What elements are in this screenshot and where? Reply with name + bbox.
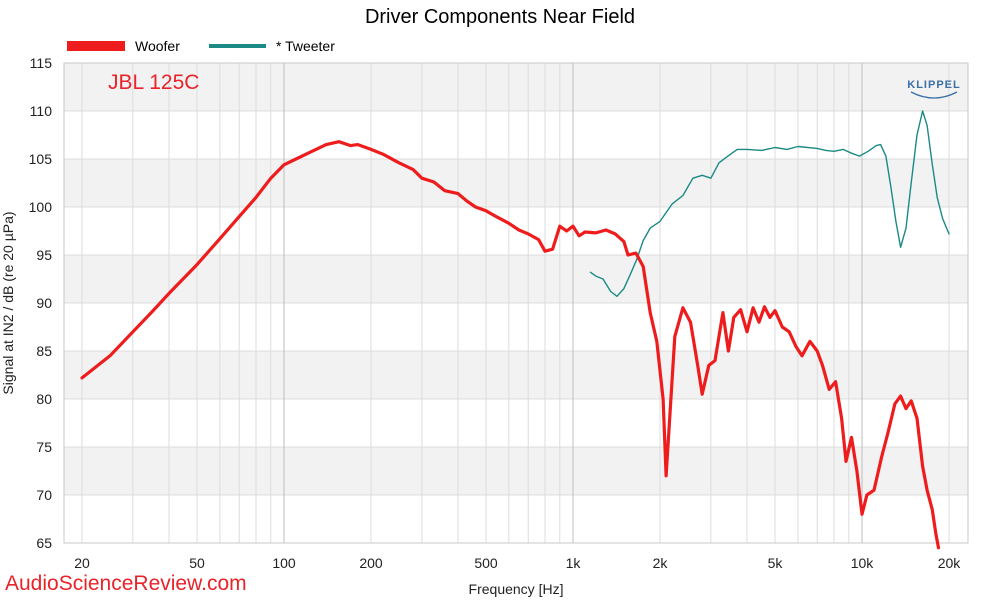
- y-tick-label: 70: [36, 487, 52, 503]
- x-tick-label: 500: [474, 555, 498, 571]
- x-tick-label: 20k: [938, 555, 962, 571]
- y-tick-label: 65: [36, 535, 52, 551]
- legend-label-tweeter: * Tweeter: [276, 38, 335, 54]
- y-tick-label: 85: [36, 343, 52, 359]
- chart-title: Driver Components Near Field: [365, 6, 635, 28]
- y-tick-label: 90: [36, 295, 52, 311]
- legend: Woofer * Tweeter: [67, 38, 335, 54]
- x-tick-label: 10k: [851, 555, 875, 571]
- plot-background: [64, 63, 968, 495]
- y-tick-label: 75: [36, 439, 52, 455]
- klippel-logo-arc: [910, 91, 958, 99]
- plot-band: [64, 351, 968, 399]
- series-line-tweeter: [589, 110, 950, 297]
- y-tick-label: 95: [36, 247, 52, 263]
- y-tick-label: 100: [29, 199, 53, 215]
- x-tick-label: 200: [359, 555, 383, 571]
- y-tick-label: 115: [30, 55, 53, 71]
- x-tick-label: 100: [272, 555, 296, 571]
- y-axis-label: Signal at IN2 / dB (re 20 µPa): [0, 211, 16, 394]
- series-layer: [80, 110, 950, 550]
- x-axis-ticks: 20 50 100 200 500 1k 2k 5k 10k 20k: [74, 555, 961, 571]
- x-tick-label: 5k: [768, 555, 784, 571]
- x-tick-label: 1k: [566, 555, 582, 571]
- klippel-logo: KLIPPEL: [907, 79, 960, 99]
- x-tick-label: 2k: [653, 555, 669, 571]
- watermark: AudioScienceReview.com: [5, 572, 247, 595]
- y-tick-label: 105: [29, 151, 53, 167]
- plot-band: [64, 159, 968, 207]
- x-axis-label: Frequency [Hz]: [469, 581, 564, 597]
- plot-band: [64, 63, 968, 111]
- legend-label-woofer: Woofer: [135, 38, 180, 54]
- model-annotation: JBL 125C: [108, 71, 199, 94]
- plot-band: [64, 447, 968, 495]
- legend-swatch-tweeter: [209, 44, 266, 48]
- legend-swatch-woofer: [67, 41, 125, 51]
- series-line-woofer: [80, 140, 941, 550]
- y-tick-label: 80: [36, 391, 52, 407]
- y-tick-label: 110: [30, 103, 53, 119]
- klippel-logo-text: KLIPPEL: [907, 79, 960, 91]
- x-tick-label: 20: [74, 555, 90, 571]
- plot-frame: [63, 62, 969, 544]
- x-tick-label: 50: [189, 555, 205, 571]
- y-axis-ticks: 115 110 105 100 95 90 85 80 75 70 65: [29, 55, 53, 551]
